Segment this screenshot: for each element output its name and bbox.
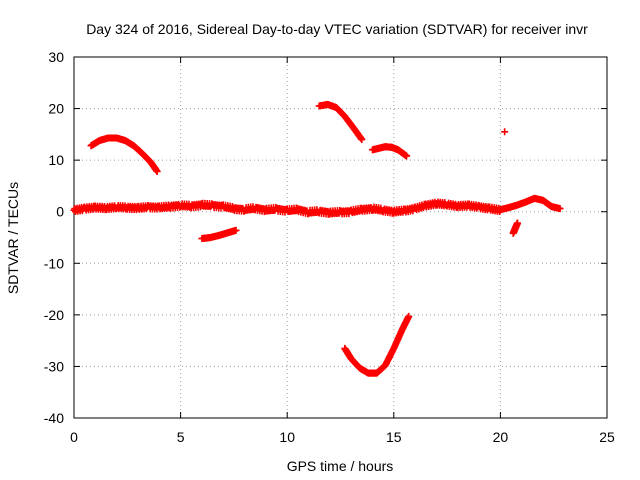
series-arc-f xyxy=(501,128,509,136)
series-arc-g xyxy=(509,219,521,237)
axis-ticks: 0 5 10 15 20 25 -40 -30 -20 -10 0 10 20 30 xyxy=(44,49,615,445)
data-point xyxy=(405,312,413,320)
y-tick-label: -10 xyxy=(44,255,64,271)
x-tick-label: 25 xyxy=(599,429,615,445)
plot-frame xyxy=(73,56,608,419)
y-tick-label: 10 xyxy=(48,152,64,168)
series-arc-c xyxy=(315,100,366,144)
series-arc-e xyxy=(341,312,413,377)
data-point xyxy=(358,136,366,144)
y-tick-label: 0 xyxy=(56,204,64,220)
data-point xyxy=(501,128,509,136)
series-arc-b xyxy=(198,226,240,243)
data-point xyxy=(556,205,564,213)
x-axis-label: GPS time / hours xyxy=(287,458,394,474)
series-arc-baseline xyxy=(70,198,504,218)
data-point xyxy=(403,152,411,160)
data-points xyxy=(70,100,564,377)
x-tick-label: 5 xyxy=(177,429,185,445)
series-arc-h xyxy=(496,194,564,214)
y-axis-label: SDTVAR / TECUs xyxy=(5,182,21,294)
x-tick-label: 10 xyxy=(279,429,295,445)
chart-title: Day 324 of 2016, Sidereal Day-to-day VTE… xyxy=(86,21,588,37)
y-tick-label: 20 xyxy=(48,101,64,117)
x-tick-label: 15 xyxy=(386,429,402,445)
x-tick-label: 20 xyxy=(493,429,509,445)
series-arc-a xyxy=(87,134,161,175)
data-point xyxy=(153,167,161,175)
x-tick-label: 0 xyxy=(70,429,78,445)
series-arc-d xyxy=(368,143,411,160)
y-tick-label: -40 xyxy=(44,410,64,426)
y-tick-label: -20 xyxy=(44,307,64,323)
y-tick-label: 30 xyxy=(48,49,64,65)
data-point xyxy=(513,219,521,227)
y-tick-label: -30 xyxy=(44,358,64,374)
data-point xyxy=(232,226,240,234)
